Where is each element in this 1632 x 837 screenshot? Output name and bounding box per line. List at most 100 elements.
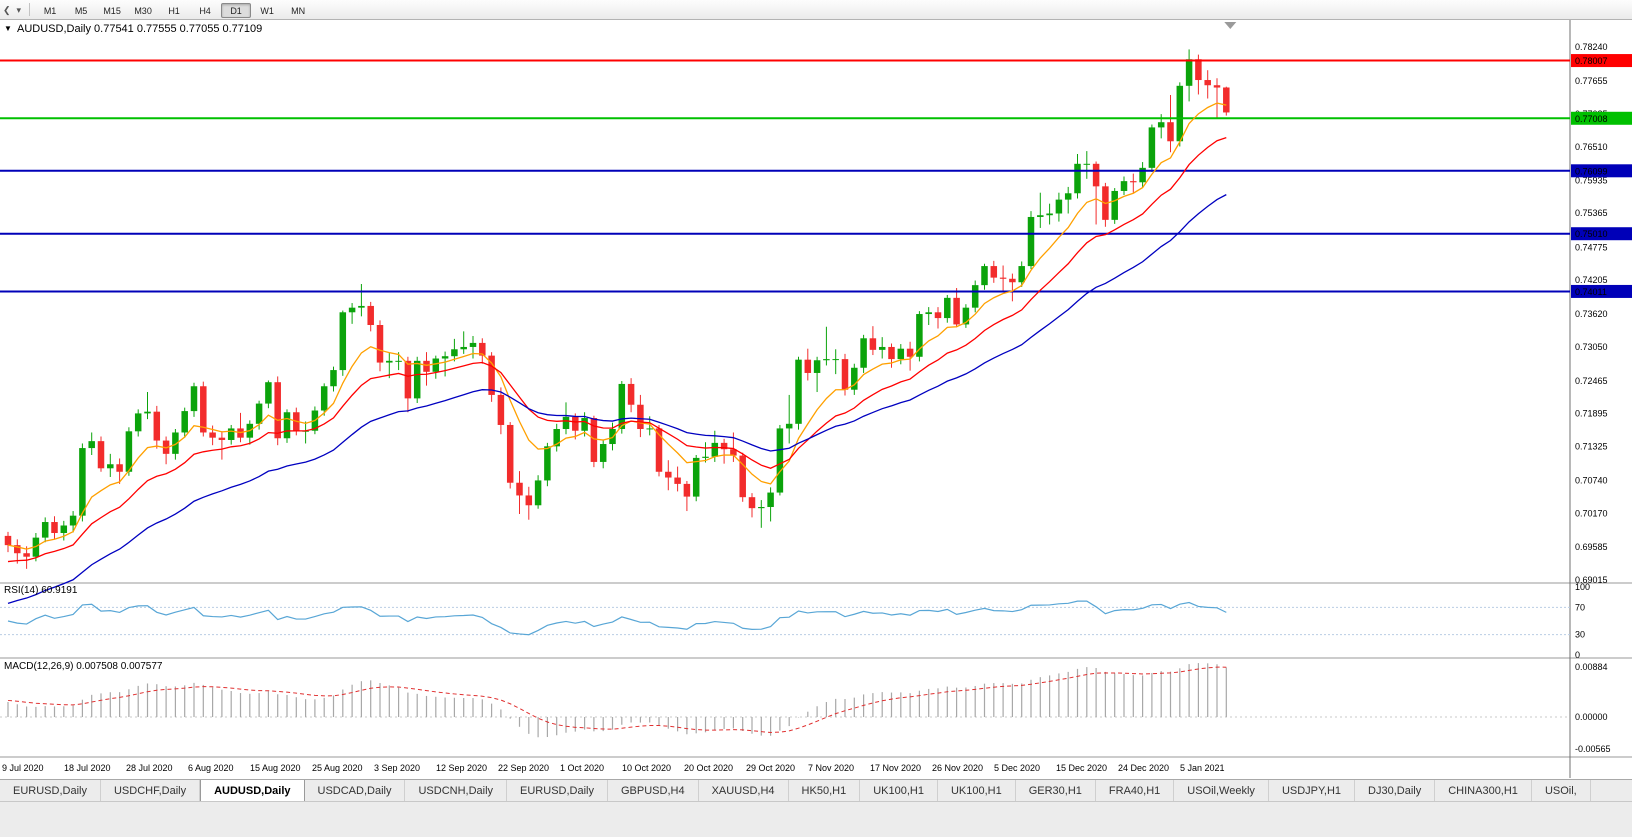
- chart-tab-17-usoil-[interactable]: USOil,: [1532, 780, 1591, 801]
- toolbar-separator: [29, 3, 31, 16]
- svg-text:70: 70: [1575, 602, 1585, 612]
- hline-0.75010[interactable]: 0.75010: [0, 227, 1632, 241]
- chart-tab-15-dj30-daily[interactable]: DJ30,Daily: [1355, 780, 1436, 801]
- svg-text:5 Jan 2021: 5 Jan 2021: [1180, 763, 1225, 773]
- hline-0.77008[interactable]: 0.77008: [0, 111, 1632, 125]
- chart-tab-7-xauusd-h4[interactable]: XAUUSD,H4: [699, 780, 789, 801]
- svg-text:0.70170: 0.70170: [1575, 508, 1608, 518]
- hline-0.74011[interactable]: 0.74011: [0, 284, 1632, 298]
- rsi-indicator-label: RSI(14) 60.9191: [4, 585, 77, 596]
- macd-values: 0.007508 0.007577: [76, 661, 163, 672]
- timeframe-button-m5[interactable]: M5: [74, 5, 88, 16]
- chart-tab-2-audusd-daily[interactable]: AUDUSD,Daily: [200, 780, 305, 801]
- chart-tab-8-hk50-h1[interactable]: HK50,H1: [789, 780, 861, 801]
- rsi-line: [7, 600, 1227, 636]
- symbol-period-label: AUDUSD,Daily: [17, 23, 91, 35]
- timeframe-button-h4[interactable]: H4: [199, 5, 211, 16]
- hline-0.78007[interactable]: 0.78007: [0, 54, 1632, 68]
- chart-tab-5-eurusd-daily[interactable]: EURUSD,Daily: [507, 780, 608, 801]
- chart-tab-16-china300-h1[interactable]: CHINA300,H1: [1435, 780, 1532, 801]
- svg-text:10 Oct 2020: 10 Oct 2020: [622, 763, 671, 773]
- status-bar: [0, 801, 1632, 837]
- timeframe-button-m30[interactable]: M30: [134, 5, 152, 16]
- svg-text:0.74775: 0.74775: [1575, 242, 1608, 252]
- svg-text:0.00884: 0.00884: [1575, 662, 1608, 672]
- svg-text:0.00000: 0.00000: [1575, 712, 1608, 722]
- toolbar-overflow-icon[interactable]: ❮: [3, 4, 11, 15]
- chart-tab-10-uk100-h1[interactable]: UK100,H1: [938, 780, 1016, 801]
- chart-tab-3-usdcad-daily[interactable]: USDCAD,Daily: [305, 780, 406, 801]
- svg-text:0: 0: [1575, 650, 1580, 660]
- svg-text:15 Aug 2020: 15 Aug 2020: [250, 763, 301, 773]
- timeframe-button-h1[interactable]: H1: [168, 5, 180, 16]
- svg-text:0.76510: 0.76510: [1575, 142, 1608, 152]
- svg-text:0.73050: 0.73050: [1575, 342, 1608, 352]
- chart-tab-6-gbpusd-h4[interactable]: GBPUSD,H4: [608, 780, 699, 801]
- chart-shift-marker[interactable]: [1224, 22, 1237, 29]
- charts-tab-bar: EURUSD,Daily USDCHF,Daily AUDUSD,Daily USDC…: [0, 779, 1632, 801]
- macd-indicator-label: MACD(12,26,9) 0.007508 0.007577: [4, 661, 162, 672]
- candles-layer: [4, 49, 1230, 569]
- hline-0.76099[interactable]: 0.76099: [0, 164, 1632, 178]
- timeframe-button-m15[interactable]: M15: [103, 5, 121, 16]
- chart-tab-4-usdcnh-daily[interactable]: USDCNH,Daily: [405, 780, 508, 801]
- ma-line-slow: [7, 194, 1227, 605]
- macd-signal-line: [7, 666, 1227, 733]
- svg-text:0.74205: 0.74205: [1575, 275, 1608, 285]
- chart-tab-1-usdchf-daily[interactable]: USDCHF,Daily: [101, 780, 201, 801]
- svg-text:26 Nov 2020: 26 Nov 2020: [932, 763, 983, 773]
- one-click-trading-icon[interactable]: ▼: [4, 24, 12, 33]
- svg-text:15 Dec 2020: 15 Dec 2020: [1056, 763, 1107, 773]
- ma-line-mid: [7, 136, 1227, 563]
- rsi-name: RSI(14): [4, 585, 39, 596]
- svg-text:-0.00565: -0.00565: [1575, 744, 1611, 754]
- ohlc-quote-label: 0.77541 0.77555 0.77055 0.77109: [94, 23, 263, 35]
- svg-text:100: 100: [1575, 582, 1590, 592]
- svg-text:0.71895: 0.71895: [1575, 409, 1608, 419]
- toolbar-dropdown-icon[interactable]: ▾: [16, 4, 22, 15]
- macd-panel: 0.00884 0.00000 -0.00565: [0, 662, 1611, 754]
- chart-canvas: 0.782400.776550.770850.765100.759350.753…: [0, 20, 1632, 778]
- svg-text:17 Nov 2020: 17 Nov 2020: [870, 763, 921, 773]
- chart-tab-0-eurusd-daily[interactable]: EURUSD,Daily: [0, 780, 101, 801]
- chart-tab-9-uk100-h1[interactable]: UK100,H1: [860, 780, 938, 801]
- svg-text:5 Dec 2020: 5 Dec 2020: [994, 763, 1040, 773]
- timeframes-toolbar: ❮ ▾ M1 M5 M15 M30 H1 H4 D1 W1 MN: [0, 0, 1632, 20]
- chart-tab-14-usdjpy-h1[interactable]: USDJPY,H1: [1269, 780, 1356, 801]
- svg-text:6 Aug 2020: 6 Aug 2020: [188, 763, 234, 773]
- svg-text:20 Oct 2020: 20 Oct 2020: [684, 763, 733, 773]
- rsi-value: 60.9191: [41, 585, 78, 596]
- svg-text:0.69015: 0.69015: [1575, 575, 1608, 585]
- svg-text:0.71325: 0.71325: [1575, 442, 1608, 452]
- timeframe-button-mn[interactable]: MN: [291, 5, 306, 16]
- ma-line-fast: [7, 102, 1227, 550]
- svg-text:0.78007: 0.78007: [1575, 56, 1608, 66]
- svg-text:0.74011: 0.74011: [1575, 287, 1607, 297]
- svg-text:0.73620: 0.73620: [1575, 309, 1608, 319]
- svg-text:0.75365: 0.75365: [1575, 208, 1608, 218]
- timeframe-button-group: M1 M5 M15 M30 H1 H4 D1 W1 MN: [35, 1, 314, 19]
- chart-tab-12-fra40-h1[interactable]: FRA40,H1: [1096, 780, 1175, 801]
- time-axis: 9 Jul 2020 18 Jul 2020 28 Jul 2020 6 Aug 20…: [2, 763, 1225, 773]
- svg-text:24 Dec 2020: 24 Dec 2020: [1118, 763, 1169, 773]
- svg-text:3 Sep 2020: 3 Sep 2020: [374, 763, 420, 773]
- chart-tab-13-usoil-weekly[interactable]: USOil,Weekly: [1174, 780, 1269, 801]
- timeframe-button-m1[interactable]: M1: [43, 5, 57, 16]
- svg-text:0.75010: 0.75010: [1575, 229, 1608, 239]
- svg-text:7 Nov 2020: 7 Nov 2020: [808, 763, 854, 773]
- svg-text:0.70740: 0.70740: [1575, 475, 1608, 485]
- timeframe-button-d1[interactable]: D1: [221, 2, 252, 18]
- svg-text:18 Jul 2020: 18 Jul 2020: [64, 763, 111, 773]
- svg-text:0.78240: 0.78240: [1575, 42, 1608, 52]
- price-axis: 0.782400.776550.770850.765100.759350.753…: [1575, 42, 1608, 585]
- chart-tab-11-ger30-h1[interactable]: GER30,H1: [1016, 780, 1096, 801]
- svg-text:25 Aug 2020: 25 Aug 2020: [312, 763, 363, 773]
- svg-text:30: 30: [1575, 630, 1585, 640]
- svg-text:0.72465: 0.72465: [1575, 376, 1608, 386]
- svg-text:0.76099: 0.76099: [1575, 166, 1608, 176]
- timeframe-button-w1[interactable]: W1: [260, 5, 274, 16]
- svg-text:1 Oct 2020: 1 Oct 2020: [560, 763, 604, 773]
- panel-separators: [0, 20, 1632, 778]
- svg-text:29 Oct 2020: 29 Oct 2020: [746, 763, 795, 773]
- chart-symbol-label: AUDUSD,Daily 0.77541 0.77555 0.77055 0.7…: [17, 23, 262, 35]
